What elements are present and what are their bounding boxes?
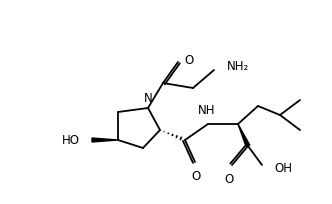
Polygon shape <box>92 138 118 142</box>
Text: O: O <box>224 173 234 186</box>
Polygon shape <box>238 124 250 147</box>
Text: NH₂: NH₂ <box>227 61 249 73</box>
Text: N: N <box>144 92 152 105</box>
Text: O: O <box>191 170 201 183</box>
Text: HO: HO <box>62 134 80 147</box>
Text: NH: NH <box>198 104 216 117</box>
Text: O: O <box>184 54 193 68</box>
Text: OH: OH <box>274 162 292 174</box>
